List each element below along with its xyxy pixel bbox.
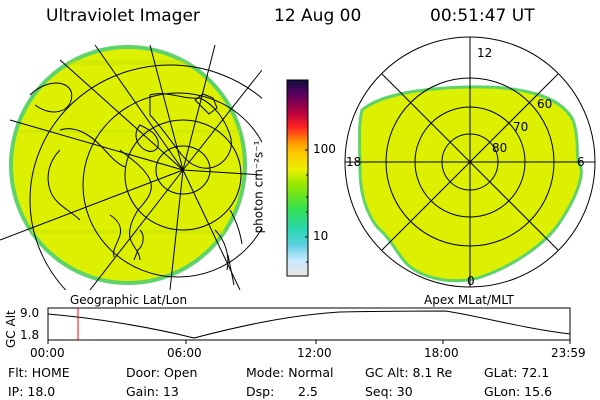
info-ip: IP: 18.0 xyxy=(8,384,56,399)
info-dsp-value: 2.5 xyxy=(298,384,318,399)
info-gc-alt: GC Alt: 8.1 Re xyxy=(365,365,453,380)
mlt-grid-lines xyxy=(345,37,595,287)
altitude-plot-frame xyxy=(47,307,571,341)
info-seq: Seq: 30 xyxy=(365,384,413,399)
altitude-curve xyxy=(47,310,571,339)
time-tick-0600: 06:00 xyxy=(167,346,202,360)
colorbar-tick-100: 100 xyxy=(313,142,336,156)
info-door: Door: Open xyxy=(126,365,198,380)
info-glat: GLat: 72.1 xyxy=(484,365,550,380)
mlt-label-12: 12 xyxy=(477,46,493,60)
time-tick-1200: 12:00 xyxy=(297,346,332,360)
mlat-label-60: 60 xyxy=(537,97,553,111)
colorbar-tick-10: 10 xyxy=(313,229,329,243)
info-gain: Gain: 13 xyxy=(126,384,179,399)
mlt-label-18: 18 xyxy=(346,155,362,169)
altitude-ytick-min: 1.8 xyxy=(20,328,40,342)
date-label: 12 Aug 00 xyxy=(274,6,362,26)
mlat-label-70: 70 xyxy=(513,120,529,134)
info-flt: Flt: HOME xyxy=(8,365,70,380)
time-label: 00:51:47 UT xyxy=(430,6,535,26)
colorbar-gradient xyxy=(286,79,309,277)
mlt-label-0: 0 xyxy=(467,274,475,288)
info-glon: GLon: 15.6 xyxy=(484,384,553,399)
info-dsp-label: Dsp: xyxy=(246,384,275,399)
altitude-ylabel: GC Alt xyxy=(4,310,18,348)
time-tick-2359: 23:59 xyxy=(551,346,586,360)
coastlines xyxy=(29,82,243,286)
mlat-label-80: 80 xyxy=(492,141,508,155)
left-panel-caption: Geographic Lat/Lon xyxy=(70,293,188,307)
altitude-ytick-max: 9.0 xyxy=(20,306,40,320)
right-panel-caption: Apex MLat/MLT xyxy=(424,293,514,307)
latitude-circles xyxy=(29,64,262,290)
mlt-label-6: 6 xyxy=(577,155,585,169)
time-tick-1800: 18:00 xyxy=(424,346,459,360)
info-mode: Mode: Normal xyxy=(246,365,334,380)
time-tick-0000: 00:00 xyxy=(30,346,65,360)
instrument-title: Ultraviolet Imager xyxy=(46,6,200,26)
